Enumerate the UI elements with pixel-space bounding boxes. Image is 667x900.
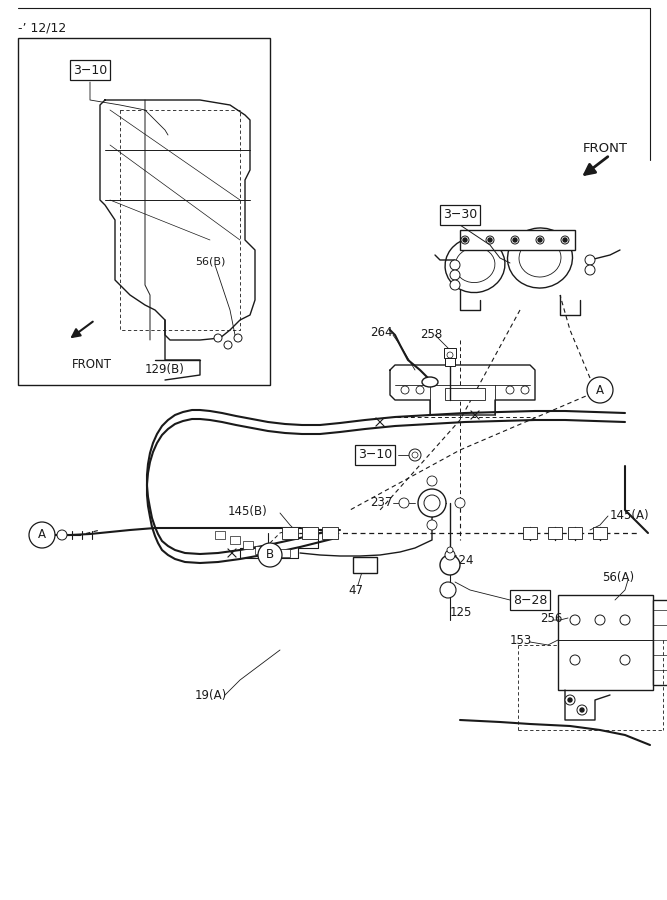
Text: 3−10: 3−10 [358, 448, 392, 462]
Bar [215, 531, 225, 539]
Circle shape [570, 655, 580, 665]
Text: 129(B): 129(B) [145, 364, 185, 376]
Text: FRONT: FRONT [583, 141, 628, 155]
Bar [302, 527, 318, 539]
Text: A: A [596, 383, 604, 397]
Circle shape [29, 522, 55, 548]
Text: 258: 258 [420, 328, 442, 341]
Bar [558, 595, 653, 690]
Bar [445, 388, 485, 400]
Circle shape [580, 708, 584, 712]
Circle shape [450, 260, 460, 270]
Bar [243, 541, 253, 549]
Circle shape [463, 238, 467, 242]
Text: 145(A): 145(A) [610, 508, 650, 521]
Circle shape [455, 498, 465, 508]
Bar [653, 600, 667, 685]
Circle shape [488, 238, 492, 242]
Text: 153: 153 [510, 634, 532, 646]
Circle shape [538, 238, 542, 242]
Text: 19(A): 19(A) [195, 688, 227, 701]
Bar [444, 348, 456, 358]
Circle shape [447, 352, 453, 358]
Ellipse shape [445, 238, 505, 292]
Circle shape [513, 238, 517, 242]
Text: 56(A): 56(A) [602, 572, 634, 584]
Circle shape [521, 386, 529, 394]
Circle shape [511, 236, 519, 244]
Bar [267, 549, 277, 557]
Bar [255, 546, 265, 554]
Circle shape [585, 265, 595, 275]
Bar [230, 536, 240, 544]
Bar [282, 527, 298, 539]
Circle shape [450, 270, 460, 280]
Circle shape [412, 452, 418, 458]
Text: -’ 12/12: -’ 12/12 [18, 22, 66, 34]
Text: 124: 124 [452, 554, 474, 566]
Circle shape [570, 615, 580, 625]
Bar [322, 527, 338, 539]
Text: 237: 237 [370, 496, 392, 508]
Circle shape [440, 582, 456, 598]
Bar [280, 549, 290, 557]
Text: 264: 264 [370, 326, 392, 338]
Circle shape [416, 386, 424, 394]
Circle shape [486, 236, 494, 244]
Circle shape [536, 236, 544, 244]
Circle shape [427, 476, 437, 486]
Circle shape [461, 236, 469, 244]
Circle shape [563, 238, 567, 242]
Circle shape [506, 386, 514, 394]
Circle shape [57, 530, 67, 540]
Bar [593, 527, 607, 539]
Text: 56(B): 56(B) [195, 257, 225, 267]
Circle shape [445, 550, 455, 560]
Bar [460, 230, 575, 250]
Circle shape [595, 615, 605, 625]
Circle shape [224, 341, 232, 349]
Circle shape [620, 615, 630, 625]
Circle shape [587, 377, 613, 403]
Circle shape [568, 698, 572, 702]
Circle shape [577, 705, 587, 715]
Circle shape [447, 547, 453, 553]
Bar [523, 527, 537, 539]
Text: A: A [38, 528, 46, 542]
Text: 256: 256 [540, 611, 562, 625]
Circle shape [214, 334, 222, 342]
Circle shape [399, 498, 409, 508]
Bar [353, 557, 377, 573]
Ellipse shape [455, 248, 495, 283]
Text: B: B [266, 548, 274, 562]
Ellipse shape [508, 228, 572, 288]
Text: 3−10: 3−10 [73, 64, 107, 76]
Ellipse shape [422, 377, 438, 387]
Bar [548, 527, 562, 539]
Circle shape [258, 543, 282, 567]
Bar [445, 358, 455, 366]
Text: 47: 47 [348, 583, 363, 597]
Circle shape [234, 334, 242, 342]
Circle shape [418, 489, 446, 517]
Ellipse shape [519, 239, 561, 277]
Bar [18, 38, 270, 385]
Circle shape [561, 236, 569, 244]
Circle shape [585, 255, 595, 265]
Text: 125: 125 [450, 606, 472, 618]
Text: 3−30: 3−30 [443, 209, 477, 221]
Text: 145(B): 145(B) [228, 506, 267, 518]
Bar [568, 527, 582, 539]
Circle shape [450, 280, 460, 290]
Circle shape [424, 495, 440, 511]
Circle shape [620, 655, 630, 665]
Circle shape [565, 695, 575, 705]
Circle shape [401, 386, 409, 394]
Circle shape [427, 520, 437, 530]
Text: FRONT: FRONT [72, 358, 112, 372]
Text: 8−28: 8−28 [513, 593, 547, 607]
Circle shape [440, 555, 460, 575]
Circle shape [409, 449, 421, 461]
